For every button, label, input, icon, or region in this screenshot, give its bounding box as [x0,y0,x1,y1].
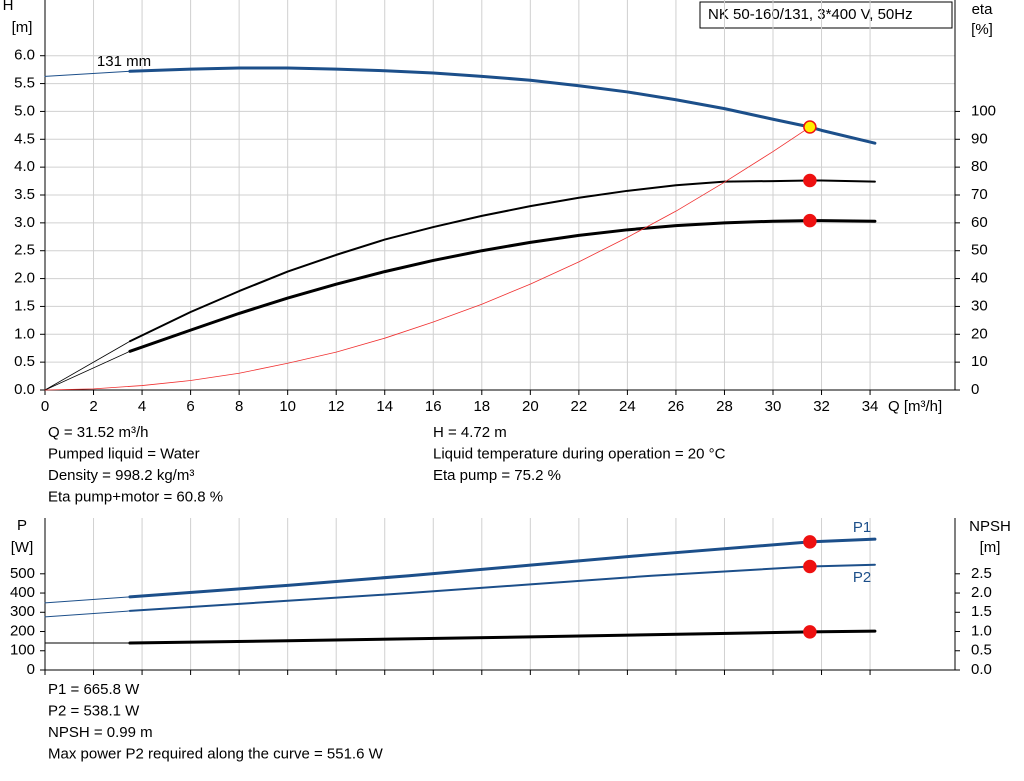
y2-tick-label: 90 [971,130,988,147]
x-tick-label: 14 [376,398,393,415]
y-tick-label: 6.0 [14,47,35,64]
x-tick-label: 30 [765,398,782,415]
y2-tick-label: 60 [971,214,988,231]
y2-tick-label: 30 [971,297,988,314]
operating-point [803,559,817,574]
info-text: P2 = 538.1 W [48,702,140,719]
curve [44,350,131,391]
info-text: P1 = 665.8 W [48,681,140,698]
info-text: Q = 31.52 m³/h [48,424,148,441]
y-axis-title: H [3,0,14,14]
curve-label: P1 [853,519,871,536]
x-tick-label: 12 [328,398,345,415]
y2-tick-label: 1.0 [971,622,992,639]
y2-axis-title: eta [972,1,994,18]
x-tick-label: 26 [668,398,685,415]
curve [128,179,876,343]
operating-point [803,173,817,188]
curve [44,340,131,391]
y-tick-label: 1.5 [14,297,35,314]
curve [44,596,131,604]
y2-tick-label: 0.0 [971,661,992,678]
y2-tick-label: 70 [971,186,988,203]
y-tick-label: 4.5 [14,130,35,147]
y-tick-label: 0.0 [14,381,35,398]
y-tick-label: 2.0 [14,270,35,287]
x-tick-label: 22 [571,398,588,415]
y2-axis-unit: [%] [971,21,993,38]
x-tick-label: 32 [813,398,830,415]
y-tick-label: 2.5 [14,242,35,259]
x-tick-label: 20 [522,398,539,415]
title-box [699,1,953,29]
x-tick-label: 6 [186,398,194,415]
curve-label: P2 [853,569,871,586]
y-tick-label: 300 [10,603,35,620]
y-tick-label: 3.5 [14,186,35,203]
curve [44,610,131,618]
y2-tick-label: 0 [971,381,979,398]
y-tick-label: 0 [27,661,35,678]
y-tick-label: 5.5 [14,75,35,92]
info-text: Density = 998.2 kg/m³ [48,467,194,484]
x-tick-label: 28 [716,398,733,415]
y-axis-unit: [m] [12,19,33,36]
x-tick-label: 4 [138,398,146,415]
y-tick-label: 3.0 [14,214,35,231]
curve [44,126,811,391]
y2-tick-label: 10 [971,353,988,370]
operating-point [803,535,817,549]
y2-tick-label: 100 [971,102,996,119]
y2-tick-label: 0.5 [971,642,992,659]
info-text: NPSH = 0.99 m [48,724,153,741]
y2-tick-label: 20 [971,325,988,342]
x-tick-label: 18 [473,398,490,415]
x-tick-label: 10 [279,398,296,415]
x-tick-label: 16 [425,398,442,415]
y-tick-label: 1.0 [14,325,35,342]
y-axis-title: P [17,517,27,534]
curve [128,219,877,353]
y2-tick-label: 40 [971,270,988,287]
y-tick-label: 4.0 [14,158,35,175]
chart-title: NK 50-160/131, 3*400 V, 50Hz [708,6,913,23]
x-tick-label: 24 [619,398,636,415]
y2-tick-label: 80 [971,158,988,175]
y2-axis-title: NPSH [969,518,1011,535]
curve [128,629,877,645]
info-text: H = 4.72 m [433,424,507,441]
y-tick-label: 5.0 [14,102,35,119]
y2-tick-label: 2.0 [971,584,992,601]
operating-point [803,213,817,228]
y-tick-label: 100 [10,642,35,659]
info-text: Eta pump+motor = 60.8 % [48,488,223,505]
x-tick-label: 2 [89,398,97,415]
y2-tick-label: 2.5 [971,565,992,582]
curve [128,66,877,145]
y2-axis-unit: [m] [980,539,1001,556]
y2-tick-label: 1.5 [971,603,992,620]
y-tick-label: 200 [10,622,35,639]
y-tick-label: 400 [10,584,35,601]
y2-tick-label: 50 [971,242,988,259]
curve-label: 131 mm [97,53,151,70]
info-text: Pumped liquid = Water [48,445,200,462]
x-axis-title: Q [m³/h] [888,398,942,415]
info-text: Liquid temperature during operation = 20… [433,445,726,462]
y-tick-label: 0.5 [14,353,35,370]
info-text: Max power P2 required along the curve = … [48,745,384,762]
y-tick-label: 500 [10,565,35,582]
y-axis-unit: [W] [11,539,34,556]
curve [44,70,131,77]
x-tick-label: 34 [862,398,879,415]
x-tick-label: 0 [41,398,49,415]
info-text: Eta pump = 75.2 % [433,467,561,484]
x-tick-label: 8 [235,398,243,415]
operating-point [803,120,817,134]
operating-point [803,625,817,639]
